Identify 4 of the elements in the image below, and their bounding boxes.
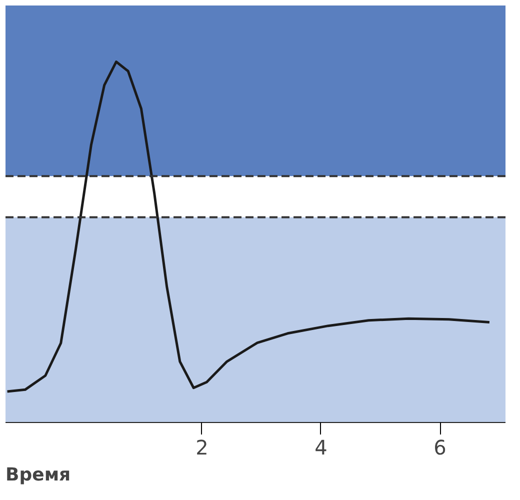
x-tick-label: 4: [314, 436, 328, 460]
x-axis-title: Время: [6, 464, 71, 486]
x-tick-label: 6: [434, 436, 446, 460]
x-tick-label: 2: [196, 436, 208, 460]
